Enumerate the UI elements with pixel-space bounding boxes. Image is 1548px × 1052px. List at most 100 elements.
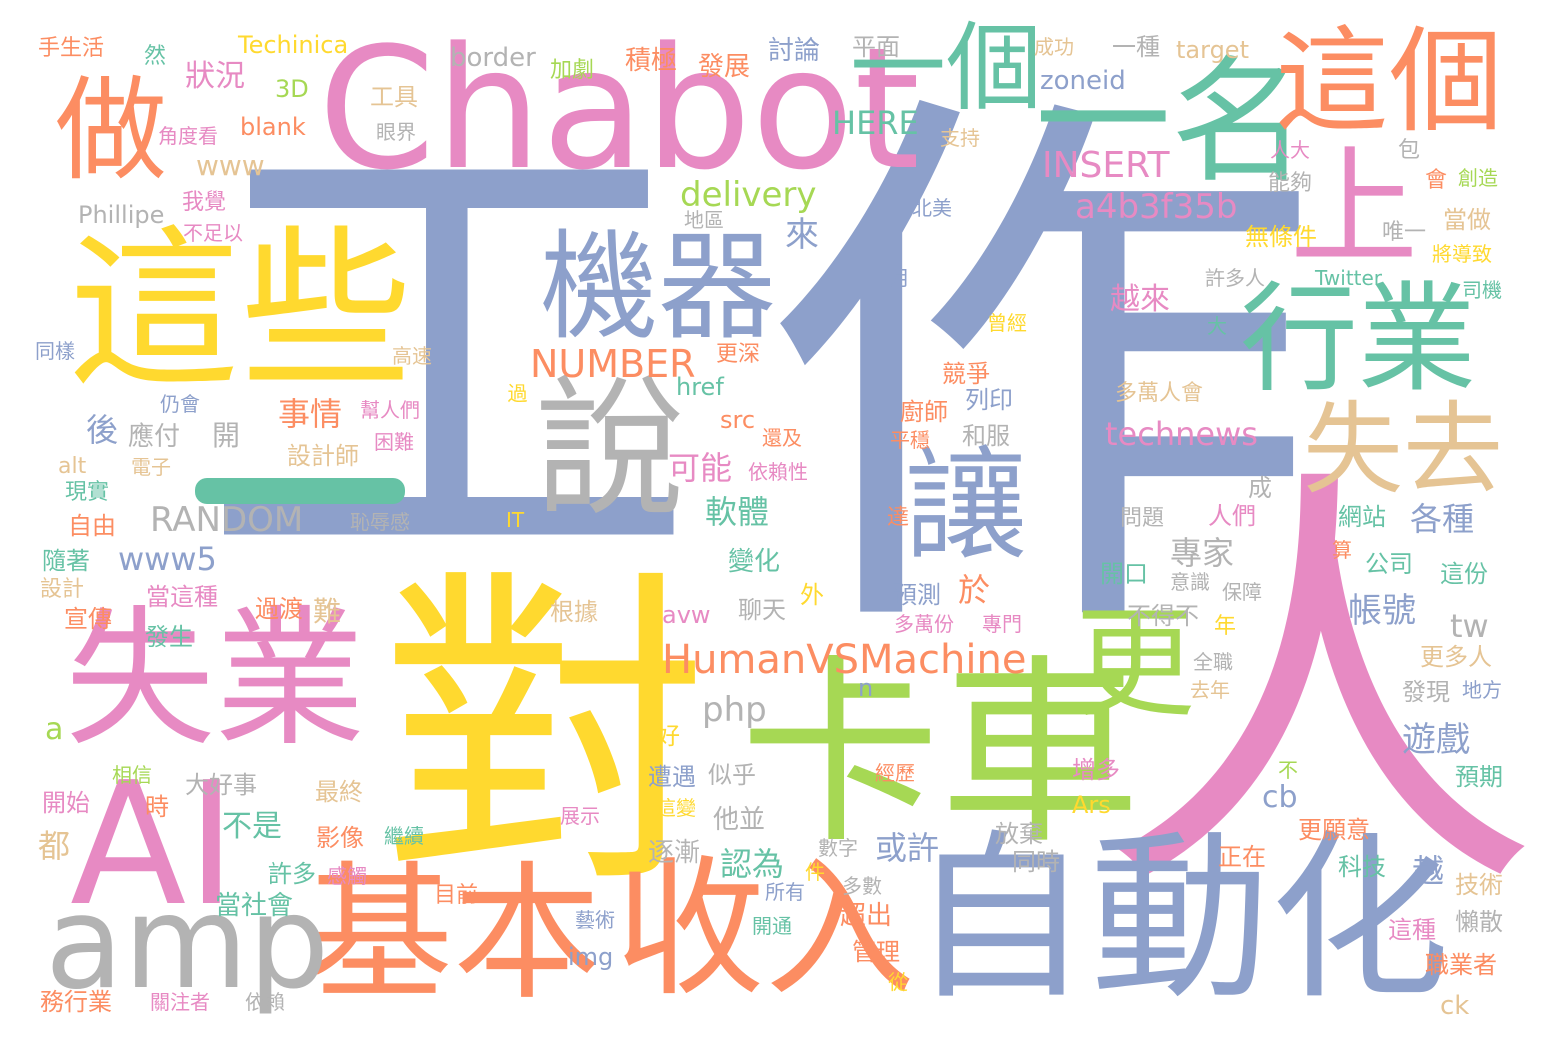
word-bushi: 不是 (222, 809, 282, 844)
word-alt: alt (58, 454, 87, 479)
word-wai: 外 (800, 581, 824, 609)
word-gong: 工 (198, 69, 698, 651)
word-shang: 上 (1290, 134, 1419, 283)
word-guodu: 過渡 (255, 595, 303, 623)
word-sheji: 設計 (40, 577, 85, 602)
word-yilai: 依賴 (245, 990, 285, 1014)
word-jiben: 基本 (305, 848, 601, 1020)
word-baozhang: 保障 (1222, 580, 1262, 604)
word-guanzhuzhe: 關注者 (150, 990, 210, 1014)
word-n: n (858, 674, 874, 702)
word-dahaoshi: 大好事 (185, 771, 257, 799)
word-nian: 年 (1214, 614, 1237, 639)
word-yingxiang: 影像 (316, 824, 364, 852)
word-zhuangkuang: 狀況 (185, 59, 245, 94)
word-yuelai: 越來 (1110, 282, 1170, 317)
word-ruanti: 軟體 (705, 493, 770, 531)
word-renmen: 人們 (1208, 502, 1256, 530)
word-ran: 然 (144, 44, 167, 69)
word-zuo: 作 (760, 49, 1320, 701)
word-da2: 達 (883, 505, 908, 527)
word-yu: 於 (958, 571, 991, 609)
word-zoneid: zoneid (1040, 66, 1126, 96)
word-duoshu: 多數 (842, 874, 882, 898)
word-xuanchuan: 宣傳 (64, 605, 112, 633)
word-hangye: 行業 (1240, 270, 1477, 408)
word-shi: 時 (145, 793, 169, 821)
word-fasheng: 發生 (145, 623, 193, 651)
word-wangzhan: 網站 (1338, 503, 1386, 531)
word-zengduo: 增多 (1072, 756, 1120, 784)
word-chabot: Chabot (318, 11, 921, 207)
word-shejishi: 設計師 (287, 442, 359, 470)
word-wojue: 我覺 (182, 190, 227, 215)
word-zhefen: 這份 (1440, 560, 1488, 588)
word-php: php (702, 690, 767, 730)
word-zhujian: 逐漸 (648, 838, 701, 868)
word-da: 大 (1207, 314, 1227, 338)
word-wutiaojian: 無條件 (1245, 223, 1317, 251)
word-zuizhong: 最終 (315, 778, 363, 806)
word-difang: 地方 (1462, 678, 1502, 702)
word-jiji: 積極 (625, 46, 678, 76)
word-xurenren: 許多人 (1205, 266, 1265, 290)
word-jingzheng: 競爭 (942, 360, 990, 388)
word-fazhan: 發展 (698, 52, 751, 82)
word-zhiyezhe: 職業者 (1425, 951, 1497, 979)
word-ziyou: 自由 (68, 512, 116, 540)
word-shousheng: 手生活 (38, 36, 105, 61)
word-3d: 3D (275, 75, 309, 103)
word-pingmian: 平面 (852, 33, 900, 61)
word-ren: 人 (1100, 434, 1540, 946)
word-beimei: 北美 (912, 196, 952, 220)
word-ganchu: 感觸 (327, 864, 367, 888)
word-jiqi: 機器 (540, 218, 777, 356)
word-yuqi: 預期 (1455, 763, 1503, 791)
word-shuzi: 數字 (818, 836, 858, 860)
word-genju: 根據 (550, 598, 598, 626)
word-kaikou: 開口 (1100, 560, 1148, 588)
word-yilaixing: 依賴性 (748, 460, 808, 484)
word-img: img (568, 943, 614, 971)
word-dangshehui: 當社會 (215, 891, 294, 921)
word-huanji: 還及 (762, 426, 802, 450)
word-gengyuanyi: 更願意 (1298, 816, 1370, 844)
word-it: IT (506, 508, 525, 532)
word-zhichi: 支持 (940, 126, 980, 150)
word-xuduo: 許多 (268, 860, 316, 888)
word-kaitong: 開通 (752, 914, 792, 938)
word-tabing: 他並 (713, 805, 766, 835)
word-yanjie: 眼界 (376, 120, 416, 144)
word-cengjing: 曾經 (987, 311, 1027, 335)
word-kai: 開 (212, 419, 241, 452)
word-quanzhi: 全職 (1193, 650, 1233, 674)
word-shiqing: 事情 (278, 395, 343, 433)
word-huoxu: 或許 (875, 829, 940, 867)
word-zhebian: 這變 (656, 796, 696, 820)
word-xiangxin: 相信 (112, 763, 152, 787)
word-dangzuo: 當做 (1443, 206, 1491, 234)
word-kunnan: 困難 (374, 430, 414, 454)
word-zhezhong: 這種 (1388, 916, 1436, 944)
word-qunian: 去年 (1190, 678, 1230, 702)
word-tw: tw (1450, 607, 1489, 645)
word-lansan: 懶散 (1455, 908, 1503, 936)
word-shouru: 收入 (615, 843, 916, 1017)
word-gezhong: 各種 (1410, 500, 1475, 538)
word-hui: 會 (1425, 168, 1448, 193)
word-a4b3f35b: a4b3f35b (1075, 187, 1238, 227)
word-zidonghua: 自動化 (910, 815, 1451, 1024)
word-humanvsmachine: HumanVSMachine (662, 637, 1027, 683)
word-href: href (676, 373, 724, 401)
word-buzuyi: 不足以 (183, 221, 243, 245)
word-ars: Ars (1072, 791, 1111, 819)
word-dou: 都 (38, 827, 71, 865)
word-keji: 科技 (1338, 853, 1386, 881)
word-xianshi: 現實 (65, 480, 110, 505)
word-zhanghao: 帳號 (1348, 591, 1416, 631)
word-zhexie: 這些 (68, 210, 412, 411)
word-chaochu: 超出 (840, 901, 893, 931)
word-cong: 從 (888, 970, 908, 994)
word-cheng: 成 (1248, 474, 1272, 502)
